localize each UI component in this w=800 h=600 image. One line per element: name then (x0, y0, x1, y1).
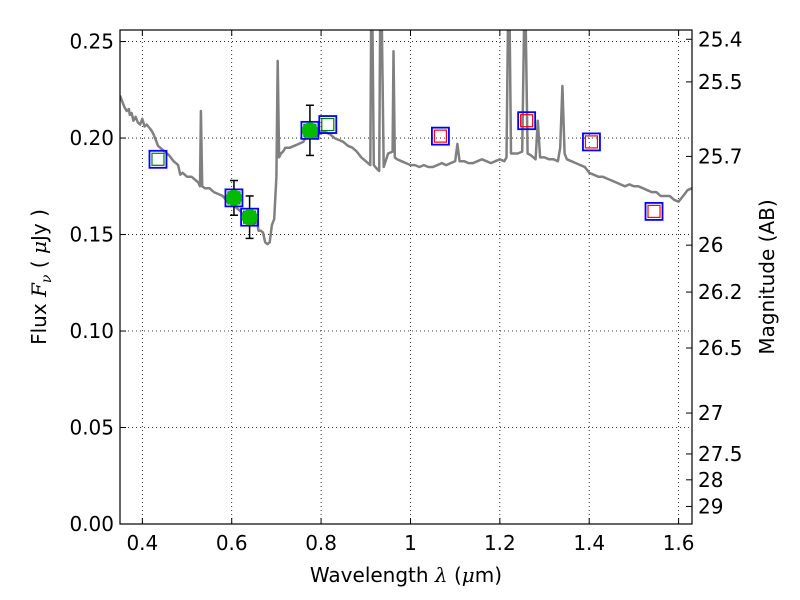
y2-tick-label: 26.2 (698, 280, 743, 304)
model-point-inner (433, 129, 448, 143)
axes-frame (119, 29, 693, 525)
y-tick-label: 0.15 (69, 223, 114, 247)
x-tick-label: 0.8 (305, 531, 337, 555)
model-point-outer (431, 126, 450, 146)
observed-point (301, 122, 318, 139)
x-tick-label: 1.2 (484, 531, 516, 555)
spectrum-line (120, 30, 692, 246)
y-tick-label: 0.20 (69, 126, 114, 150)
model-point-inner (321, 117, 335, 132)
model-point-inner (647, 204, 661, 218)
y-axis-label: Flux Fν ( μJy ) (27, 209, 55, 345)
y-tick-label: 0.00 (69, 512, 114, 536)
observed-point (241, 209, 258, 226)
y2-tick-label: 26 (698, 233, 723, 257)
model-point-outer (644, 201, 664, 221)
x-tick-label: 0.4 (126, 531, 158, 555)
y-tick-label: 0.05 (69, 416, 114, 440)
ticks: 0.4 0.6 0.8 1 1.2 1.4 1.6 0.00 0.05 0.10 0.15 0.20 0… (69, 27, 742, 555)
y-tick-label: 0.25 (69, 30, 114, 54)
x-tick-label: 1.4 (573, 531, 605, 555)
y2-tick-label: 27 (698, 401, 723, 425)
y2-axis-label: Magnitude (AB) (755, 199, 779, 354)
x-tick-label: 0.6 (216, 531, 248, 555)
y2-tick-label: 25.7 (698, 144, 743, 168)
x-tick-label: 1 (404, 531, 417, 555)
y2-tick-label: 25.5 (698, 70, 743, 94)
x-tick-label: 1.6 (663, 531, 695, 555)
y2-tick-label: 28 (698, 468, 723, 492)
y-tick-label: 0.10 (69, 319, 114, 343)
model-point-inner (151, 152, 165, 166)
y2-tick-label: 25.4 (698, 27, 743, 51)
model-point-inner (584, 135, 599, 149)
model-point-outer (148, 149, 168, 169)
observed-point (225, 189, 242, 206)
y2-tick-label: 29 (698, 494, 723, 518)
model-point-inner (520, 114, 534, 128)
model-point-outer (582, 132, 601, 152)
plot-area (120, 30, 692, 246)
grid (120, 30, 692, 524)
y2-tick-label: 27.5 (698, 442, 743, 466)
model-point-outer (517, 111, 537, 131)
y2-tick-label: 26.5 (698, 336, 743, 360)
x-axis-label: Wavelength λ (μm) (310, 563, 502, 587)
model-point-outer (318, 115, 338, 134)
